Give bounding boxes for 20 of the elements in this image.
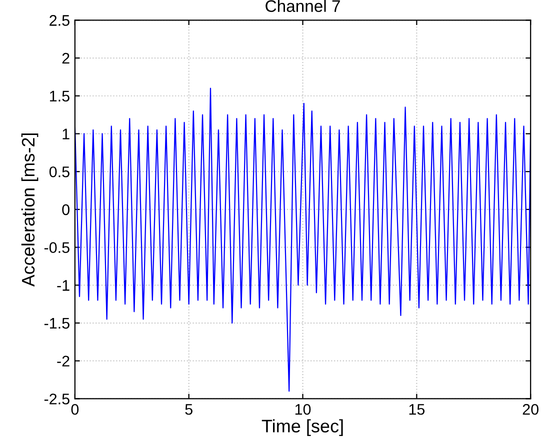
y-axis-title: Acceleration [ms-2] <box>21 133 38 287</box>
x-tick-label: 5 <box>185 404 192 415</box>
chart-title: Channel 7 <box>266 0 340 12</box>
y-tick-label: 1 <box>62 128 70 140</box>
line-series <box>74 88 531 392</box>
y-tick-label: 1.5 <box>50 90 70 102</box>
x-tick-label: 20 <box>522 404 538 415</box>
y-tick-label: -1 <box>57 280 70 291</box>
y-tick-label: -0.5 <box>44 242 70 253</box>
y-tick-label: 0.5 <box>49 166 70 178</box>
x-axis-title: Time [sec] <box>262 419 343 436</box>
y-tick-label: 2 <box>62 52 70 64</box>
y-tick-label: -2.5 <box>44 394 70 404</box>
x-tick-label: 0 <box>71 404 79 415</box>
y-tick-label: 2.5 <box>50 15 70 26</box>
y-tick-label: -1.5 <box>44 318 70 329</box>
x-tick-label: 15 <box>409 404 425 415</box>
y-tick-label: -2 <box>57 356 70 366</box>
y-tick-label: 0 <box>62 204 70 216</box>
x-tick-label: 10 <box>295 404 311 415</box>
